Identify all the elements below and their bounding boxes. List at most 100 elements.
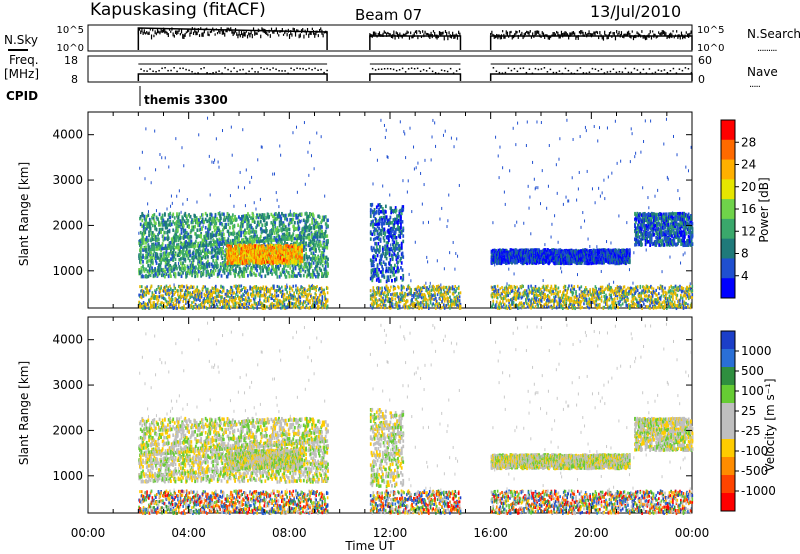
power-ground-mark: [248, 297, 251, 301]
power-ground-mark: [242, 292, 244, 296]
power-ground-mark: [240, 288, 243, 292]
power-noise-mark: [589, 244, 591, 248]
power-ground-mark: [264, 293, 266, 297]
power-noise-mark: [168, 165, 170, 169]
power-ground-mark: [298, 295, 301, 299]
power-ground-mark: [293, 292, 295, 296]
power-ground-mark: [317, 304, 319, 308]
power-ground-mark: [292, 297, 295, 301]
power-ground-mark: [185, 300, 187, 304]
power-ground-mark: [199, 290, 201, 294]
power-noise-mark: [614, 119, 616, 123]
power-ground-mark: [144, 286, 147, 290]
power-noise-mark: [289, 209, 291, 213]
power-ground-mark: [495, 300, 498, 304]
power-ground-mark: [264, 296, 266, 300]
power-ground-mark: [295, 288, 297, 292]
power-ground-mark: [325, 305, 327, 309]
power-ground-mark: [256, 291, 258, 295]
power-ground-mark: [196, 291, 199, 295]
power-ground-mark: [214, 284, 217, 288]
power-ground-mark: [428, 292, 431, 296]
power-ground-mark: [213, 299, 215, 303]
freq-label-1: Freq.: [9, 53, 39, 67]
power-ground-mark: [403, 286, 405, 290]
power-ground-mark: [141, 306, 144, 310]
power-ground-mark: [297, 293, 300, 297]
power-ground-mark: [318, 298, 321, 302]
power-ground-mark: [288, 287, 291, 291]
power-ground-mark: [152, 294, 155, 298]
power-noise-mark: [411, 210, 413, 214]
freq-trace-dot: [227, 68, 229, 71]
power-ground-mark: [440, 293, 442, 297]
power-noise-mark: [630, 127, 632, 131]
power-ground-mark: [370, 296, 373, 300]
power-ground-mark: [603, 305, 606, 309]
power-ground-mark: [510, 297, 513, 301]
power-noise-mark: [572, 137, 574, 141]
power-ground-mark: [554, 299, 556, 303]
power-ground-mark: [445, 290, 448, 294]
power-ground-mark: [584, 290, 586, 294]
power-ground-mark: [645, 294, 648, 298]
power-ground-mark: [189, 296, 192, 300]
power-ground-mark: [398, 304, 400, 308]
freq-bottom-tick: 8: [71, 73, 78, 86]
power-ground-mark: [259, 295, 261, 299]
freq-trace-dot: [293, 69, 295, 71]
power-ground-mark: [296, 286, 299, 290]
power-noise-mark: [154, 129, 156, 133]
power-ground-mark: [436, 302, 439, 306]
power-echo-mark: [216, 263, 219, 268]
power-ground-mark: [420, 296, 423, 300]
freq-trace-dot: [498, 71, 501, 74]
power-noise-mark: [425, 281, 427, 285]
power-ground-mark: [240, 294, 243, 298]
power-ground-mark: [458, 304, 461, 308]
freq-trace-dot: [272, 67, 274, 69]
power-ground-mark: [325, 302, 327, 306]
power-ground-mark: [177, 284, 180, 288]
freq-trace-dot: [317, 69, 319, 71]
power-ground-mark: [448, 285, 450, 289]
power-ground-mark: [397, 285, 399, 289]
power-echo-mark: [191, 273, 193, 278]
power-ground-mark: [282, 300, 285, 304]
power-ground-mark: [140, 296, 143, 300]
power-ground-mark: [400, 286, 403, 290]
power-ground-mark: [231, 297, 234, 301]
power-noise-mark: [508, 267, 510, 271]
power-ground-mark: [679, 284, 681, 288]
power-noise-mark: [454, 267, 456, 271]
power-ground-mark: [638, 294, 641, 298]
power-noise-mark: [577, 187, 579, 191]
power-ground-mark: [247, 292, 250, 296]
power-ground-mark: [611, 297, 613, 301]
power-ground-mark: [251, 292, 254, 296]
power-ground-mark: [173, 306, 176, 310]
power-ground-mark: [639, 304, 642, 308]
power-ground-mark: [207, 297, 210, 301]
power-ground-mark: [279, 287, 281, 291]
power-ground-mark: [420, 293, 423, 297]
power-ground-mark: [584, 294, 587, 298]
power-ground-mark: [407, 286, 410, 290]
power-ground-mark: [139, 285, 141, 289]
power-echo-mark: [145, 248, 147, 252]
power-ground-mark: [175, 306, 177, 310]
freq-trace-dot: [492, 67, 495, 69]
power-echo-mark: [172, 228, 175, 232]
power-ground-mark: [165, 299, 168, 303]
power-ground-mark: [273, 298, 275, 302]
power-echo-mark: [161, 213, 164, 218]
power-ground-mark: [504, 294, 507, 298]
power-ground-mark: [206, 296, 208, 300]
power-ground-mark: [324, 294, 326, 298]
power-noise-mark: [492, 221, 494, 225]
power-ground-mark: [591, 297, 594, 301]
power-ground-mark: [429, 295, 432, 299]
power-noise-mark: [440, 283, 442, 287]
power-ground-mark: [378, 293, 381, 297]
power-ground-mark: [593, 294, 596, 298]
